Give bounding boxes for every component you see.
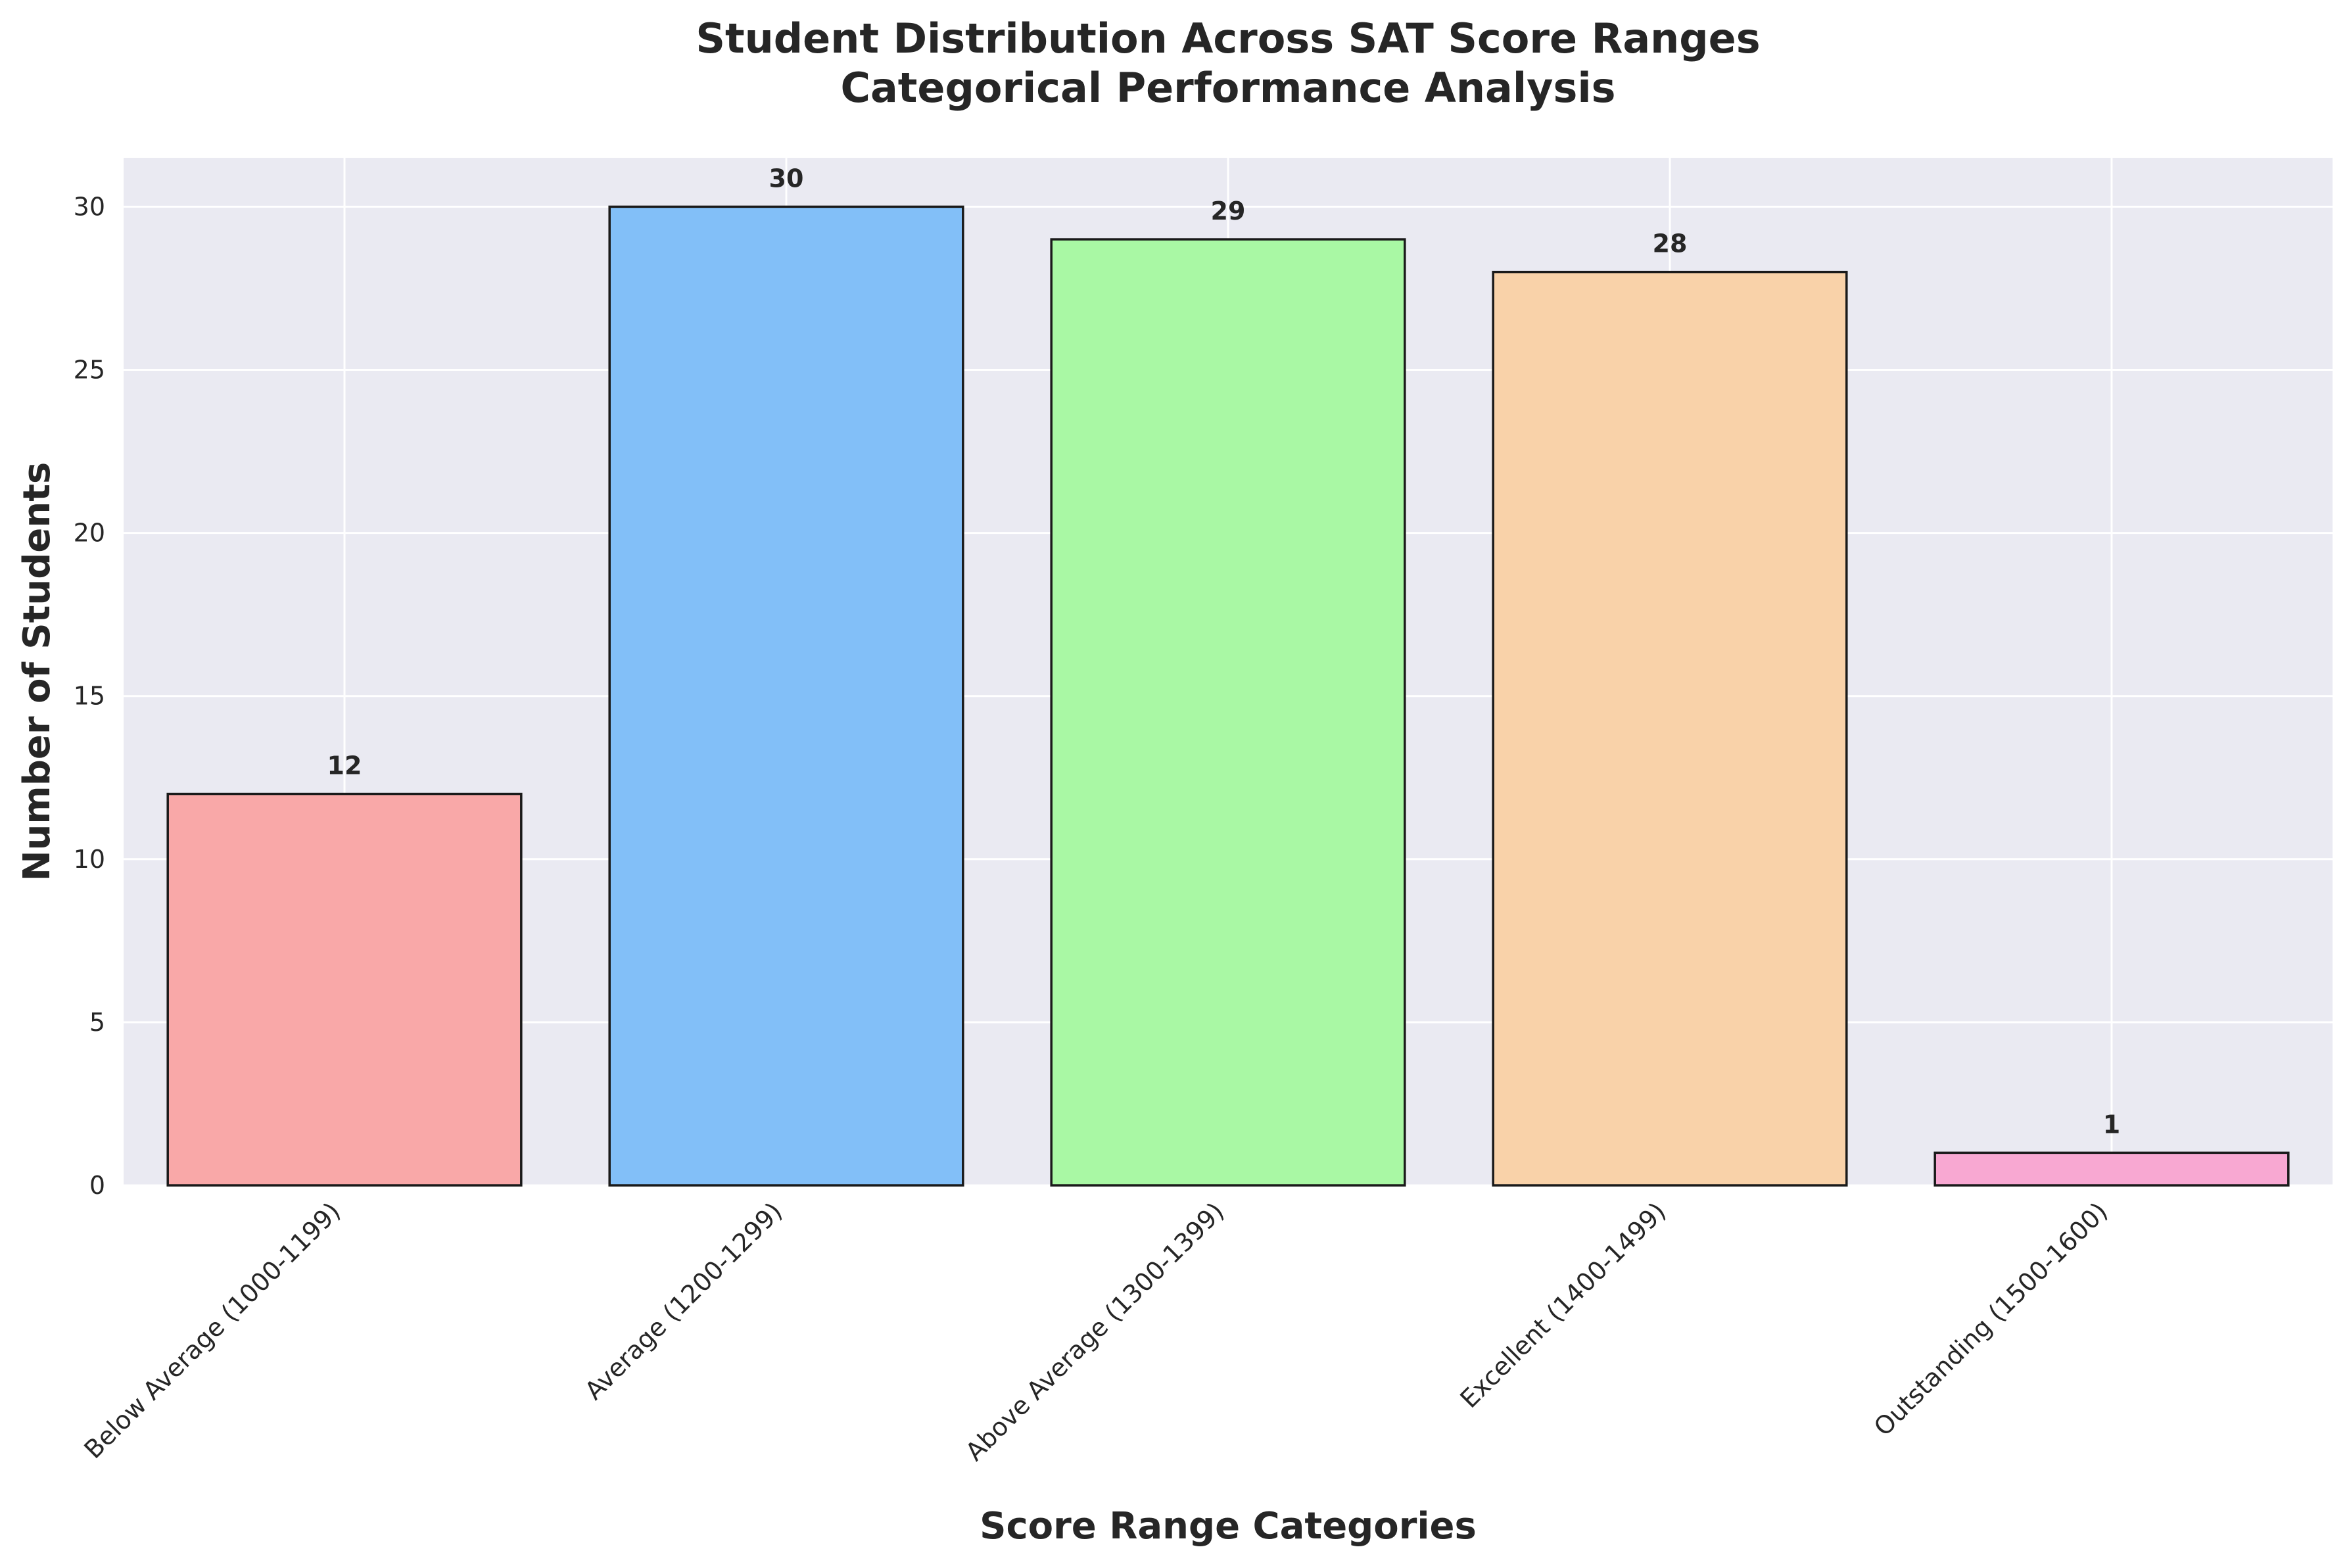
chart-subtitle: Categorical Performance Analysis: [840, 64, 1615, 112]
y-tick-label: 25: [74, 356, 105, 385]
x-axis-label: Score Range Categories: [980, 1505, 1477, 1548]
bar-value-label: 28: [1653, 229, 1688, 258]
bar: [1050, 238, 1406, 1187]
x-tick-label: Excellent (1400-1499): [1455, 1197, 1672, 1414]
x-tick-label: Below Average (1000-1199): [79, 1197, 346, 1464]
y-tick-label: 10: [74, 845, 105, 874]
y-tick-label: 5: [89, 1008, 105, 1037]
chart-title: Student Distribution Across SAT Score Ra…: [696, 14, 1760, 62]
bars: [166, 205, 2290, 1187]
bar: [1933, 1151, 2290, 1187]
y-axis-label: Number of Students: [16, 462, 59, 882]
bar-value-label: 12: [327, 751, 362, 780]
y-tick-label: 20: [74, 519, 105, 548]
x-tick-label: Outstanding (1500-1600): [1868, 1197, 2113, 1441]
data-labels: 12 30 29 28 1: [327, 164, 2121, 1139]
bar: [608, 205, 964, 1187]
bar: [1492, 270, 1848, 1187]
y-tick-labels: 0 5 10 15 20 25 30: [74, 192, 105, 1200]
bar-value-label: 30: [769, 164, 804, 193]
bar: [166, 792, 523, 1187]
x-tick-labels: Below Average (1000-1199) Average (1200-1…: [79, 1197, 2114, 1466]
bar-value-label: 29: [1211, 197, 1246, 226]
x-tick-label: Above Average (1300-1399): [960, 1197, 1229, 1466]
bar-value-label: 1: [2103, 1110, 2120, 1139]
y-tick-label: 15: [74, 682, 105, 711]
x-tick-label: Average (1200-1299): [579, 1197, 788, 1405]
y-tick-label: 0: [89, 1171, 105, 1200]
y-tick-label: 30: [74, 192, 105, 221]
